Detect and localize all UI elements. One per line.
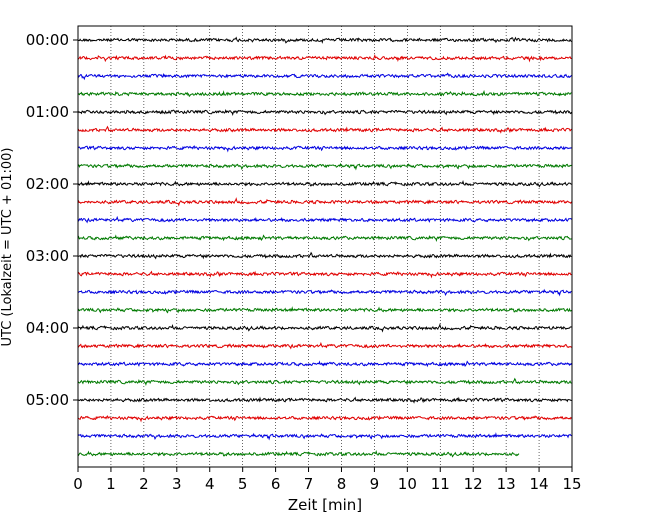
y-tick-label-0500: 05:00 (26, 391, 69, 409)
trace-0215 (77, 197, 572, 207)
trace-0330 (77, 288, 572, 297)
y-tick-label-0300: 03:00 (26, 247, 69, 265)
trace-0515 (77, 415, 572, 423)
trace-0445 (77, 377, 572, 387)
trace-0430 (77, 360, 572, 368)
x-tick-label-13: 13 (497, 475, 516, 493)
seismic-traces (77, 36, 572, 458)
y-tick-label-0200: 02:00 (26, 175, 69, 193)
trace-0015 (77, 54, 572, 63)
x-tick-label-10: 10 (398, 475, 417, 493)
trace-0500 (77, 396, 572, 404)
trace-0245 (77, 234, 572, 243)
x-tick-label-4: 4 (205, 475, 215, 493)
trace-0000 (77, 36, 572, 44)
trace-0530 (77, 432, 572, 441)
trace-0345 (77, 306, 572, 314)
trace-0100 (77, 108, 572, 117)
x-tick-label-7: 7 (304, 475, 314, 493)
trace-0230 (77, 215, 572, 224)
y-tick-label-0000: 00:00 (26, 31, 69, 49)
x-tick-label-14: 14 (530, 475, 549, 493)
x-axis-label: Zeit [min] (288, 496, 362, 514)
y-tick-label-0100: 01:00 (26, 103, 69, 121)
trace-0300 (77, 251, 572, 260)
x-tick-label-12: 12 (464, 475, 483, 493)
x-tick-label-2: 2 (139, 475, 149, 493)
x-tick-label-9: 9 (370, 475, 380, 493)
y-axis-label: UTC (Lokalzeit = UTC + 01:00) (0, 148, 15, 347)
x-tick-label-1: 1 (106, 475, 116, 493)
x-tick-label-3: 3 (172, 475, 182, 493)
plot-frame (77, 25, 573, 468)
y-tick-label-0400: 04:00 (26, 319, 69, 337)
trace-0030 (77, 72, 572, 81)
trace-0400 (77, 323, 572, 333)
trace-0045 (77, 89, 572, 98)
x-tick-label-5: 5 (238, 475, 248, 493)
x-tick-label-8: 8 (337, 475, 347, 493)
trace-0315 (77, 270, 572, 279)
trace-0415 (77, 341, 572, 350)
x-axis-ticks: 0 1 2 3 4 5 6 7 8 9 10 11 12 13 14 15 (73, 467, 582, 493)
x-tick-label-15: 15 (562, 475, 581, 493)
x-tick-label-11: 11 (431, 475, 450, 493)
x-tick-label-0: 0 (73, 475, 83, 493)
trace-0545 (77, 450, 520, 458)
trace-0200 (77, 180, 572, 188)
y-axis-ticks: 00:00 01:00 02:00 03:00 04:00 05:00 (26, 31, 78, 409)
x-tick-label-6: 6 (271, 475, 281, 493)
trace-0145 (77, 162, 572, 171)
trace-0130 (77, 145, 572, 153)
trace-0115 (77, 125, 572, 134)
